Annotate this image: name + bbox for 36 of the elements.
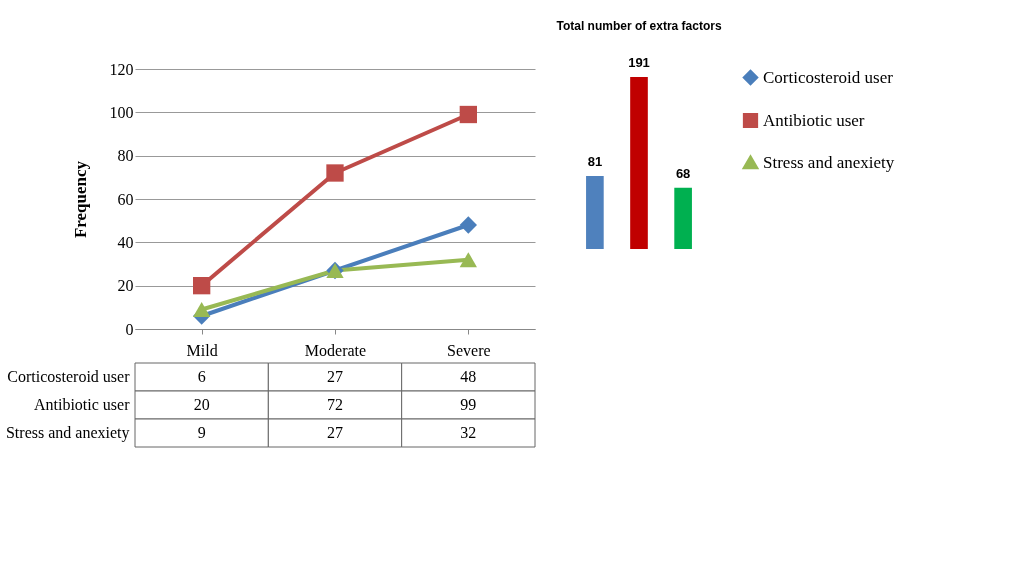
- point: [193, 302, 211, 317]
- point: [459, 216, 477, 234]
- data-label: 20: [193, 396, 210, 413]
- point: [326, 164, 344, 182]
- legend-label: Corticosteroid user: [763, 67, 894, 87]
- x-tick-label: Mild: [186, 341, 218, 359]
- y-tick-label: 0: [125, 320, 134, 338]
- legend-label: Stress and anexiety: [763, 152, 895, 172]
- y-tick-label: 60: [117, 190, 134, 208]
- text: Antibiotic user: [33, 396, 130, 413]
- data-label: 48: [460, 368, 477, 385]
- point: [193, 277, 211, 295]
- data-label: 72: [327, 396, 343, 413]
- y-tick-label: 20: [117, 277, 134, 295]
- x-tick-label: Moderate: [304, 341, 367, 359]
- data-label: 32: [460, 424, 477, 441]
- data-label: 191: [628, 55, 650, 71]
- text: Corticosteroid user: [7, 368, 130, 385]
- point: [459, 252, 477, 268]
- text: Stress and anexiety: [5, 424, 130, 441]
- data-label: 81: [587, 154, 603, 170]
- y-axis-title: Frequency: [70, 160, 90, 239]
- y-tick-label: 100: [109, 103, 134, 121]
- y-tick-label: 120: [109, 60, 134, 78]
- point: [459, 105, 477, 124]
- legend-label: Antibiotic user: [763, 110, 865, 130]
- data-label: 27: [327, 424, 343, 441]
- data-label: 9: [197, 424, 206, 441]
- y-tick-label: 80: [117, 147, 134, 165]
- data-label: 99: [460, 396, 477, 413]
- x-tick-label: Severe: [447, 341, 491, 359]
- data-label: 68: [675, 165, 691, 181]
- chart-title: Total number of extra factors: [556, 19, 722, 34]
- y-tick-label: 40: [117, 233, 134, 251]
- data-label: 27: [327, 368, 343, 385]
- data-label: 6: [197, 368, 206, 385]
